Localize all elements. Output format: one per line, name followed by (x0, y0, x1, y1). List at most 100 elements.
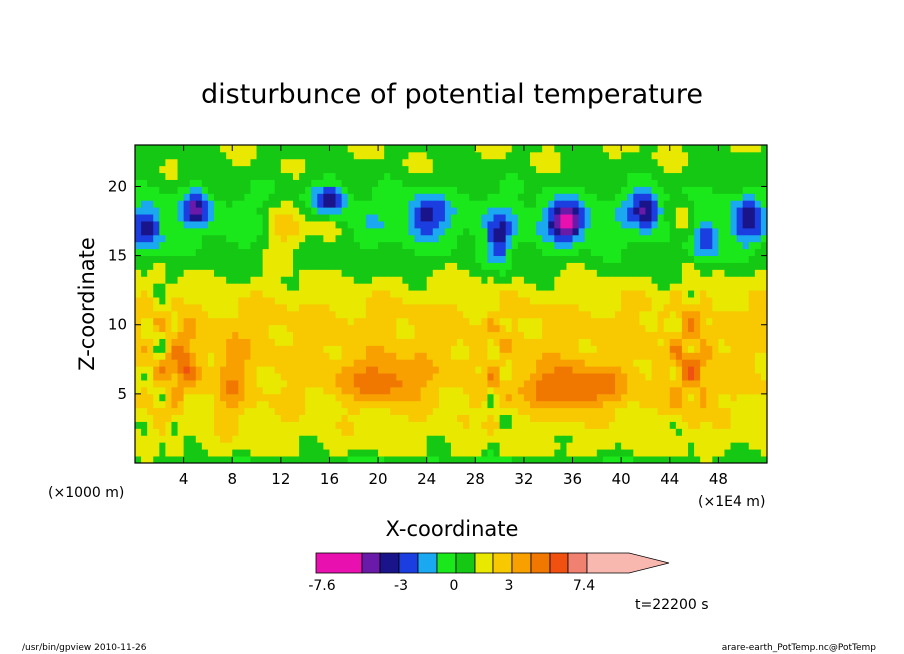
field-cell (299, 331, 306, 339)
field-cell (293, 331, 300, 339)
field-cell (566, 414, 573, 422)
field-cell (578, 179, 586, 187)
field-cell (554, 310, 561, 319)
field-cell (602, 276, 610, 284)
field-cell (414, 317, 422, 326)
field-cell (542, 435, 549, 443)
field-cell (299, 373, 306, 381)
field-cell (189, 324, 197, 333)
field-cell (651, 442, 659, 450)
field-cell (323, 207, 330, 215)
time-label: t=22200 s (635, 597, 709, 613)
field-cell (457, 158, 464, 167)
field-cell (384, 276, 391, 284)
field-cell (596, 200, 604, 208)
field-cell (548, 421, 555, 429)
field-cell (718, 435, 725, 443)
field-cell (469, 269, 476, 277)
field-cell (341, 207, 349, 215)
field-cell (572, 269, 580, 277)
field-cell (420, 221, 428, 229)
field-cell (475, 345, 482, 353)
field-cell (730, 352, 738, 360)
field-cell (742, 158, 750, 167)
field-cell (414, 248, 422, 257)
field-cell (299, 186, 306, 194)
field-cell (566, 234, 573, 243)
field-cell (378, 158, 385, 167)
field-cell (256, 380, 264, 388)
field-cell (633, 304, 640, 312)
field-cell (262, 414, 270, 422)
field-cell (317, 262, 324, 270)
field-cell (712, 227, 719, 236)
field-cell (469, 145, 476, 153)
field-cell (615, 262, 622, 270)
field-cell (444, 179, 452, 187)
field-cell (493, 400, 501, 409)
field-cell (438, 366, 446, 374)
field-cell (475, 262, 482, 270)
field-cell (177, 283, 185, 291)
field-cell (444, 200, 452, 208)
field-cell (189, 421, 197, 429)
field-cell (286, 186, 294, 194)
field-cell (280, 158, 288, 167)
field-cell (183, 400, 191, 409)
field-cell (542, 207, 549, 215)
field-cell (481, 276, 488, 284)
field-cell (226, 324, 233, 333)
field-cell (694, 290, 701, 298)
field-cell (736, 442, 744, 450)
field-cell (347, 304, 355, 312)
field-cell (183, 366, 191, 374)
field-cell (602, 380, 610, 388)
field-cell (171, 269, 178, 277)
field-cell (505, 269, 513, 277)
field-cell (681, 421, 689, 429)
field-cell (153, 248, 160, 257)
field-cell (329, 151, 336, 160)
field-cell (335, 283, 343, 291)
field-cell (396, 276, 403, 284)
field-cell (353, 290, 361, 298)
field-cell (463, 186, 470, 194)
field-cell (712, 193, 719, 201)
field-cell (688, 380, 695, 388)
field-cell (286, 221, 294, 229)
field-cell (706, 400, 713, 409)
field-cell (517, 359, 525, 367)
field-cell (663, 151, 671, 160)
field-cell (621, 366, 628, 374)
field-cell (305, 241, 312, 250)
field-cell (657, 310, 665, 319)
field-cell (675, 386, 683, 395)
field-cell (511, 186, 519, 194)
field-cell (499, 145, 507, 153)
field-cell (341, 359, 349, 367)
field-cell (663, 366, 671, 374)
field-cell (238, 338, 245, 346)
field-cell (341, 151, 349, 160)
field-cell (220, 221, 227, 229)
field-cell (511, 283, 519, 291)
field-cell (663, 207, 671, 215)
field-cell (760, 172, 767, 180)
field-cell (602, 283, 610, 291)
field-cell (572, 449, 580, 457)
field-cell (414, 324, 422, 333)
field-cell (530, 317, 537, 326)
field-cell (220, 186, 227, 194)
field-cell (621, 338, 628, 346)
field-cell (159, 366, 166, 374)
field-cell (232, 269, 239, 277)
field-cell (694, 380, 701, 388)
field-cell (432, 366, 440, 374)
field-cell (220, 345, 227, 353)
field-cell (736, 317, 744, 326)
field-cell (268, 345, 276, 353)
field-cell (420, 331, 428, 339)
field-cell (432, 331, 440, 339)
field-cell (250, 380, 257, 388)
field-cell (171, 276, 178, 284)
